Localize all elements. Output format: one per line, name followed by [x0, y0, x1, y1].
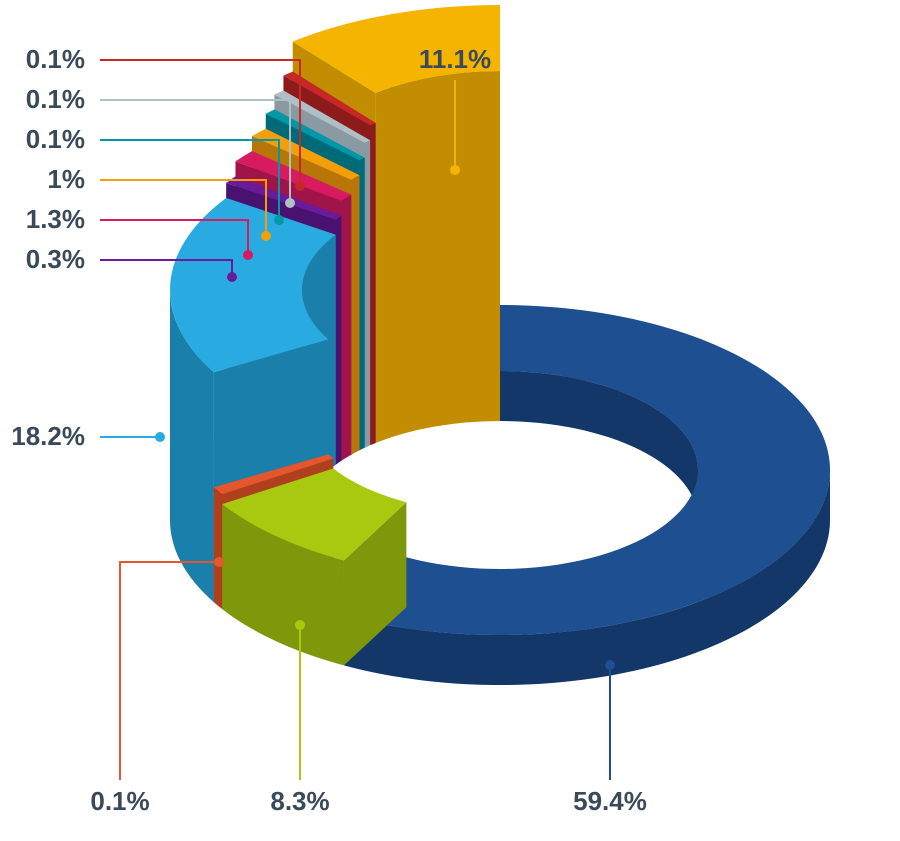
leader-dot	[285, 198, 295, 208]
donut-3d-chart: 59.4% 8.3% 0.1% 18.2% 0.3% 1.3% 1% 0.1% 0.1% 0.1%…	[0, 0, 900, 836]
slice-label: 11.1%	[419, 44, 491, 74]
slice-inner-wall	[376, 71, 500, 443]
slice-label: 0.1%	[90, 786, 149, 816]
slice-label: 0.1%	[26, 44, 85, 74]
leader-dot	[214, 557, 224, 567]
slice-outer-wall	[214, 487, 222, 609]
slice-label: 8.3%	[270, 786, 329, 816]
leader-dot	[295, 181, 305, 191]
leader-dot	[274, 215, 284, 225]
leader-dot	[243, 250, 253, 260]
leader-dot	[261, 231, 271, 241]
leader-dot	[227, 272, 237, 282]
leader-dot	[295, 620, 305, 630]
slice-label: 18.2%	[11, 421, 85, 451]
slice-label: 1.3%	[26, 204, 85, 234]
slice-label: 1%	[47, 164, 85, 194]
leader-dot	[450, 165, 460, 175]
slice-label: 0.3%	[26, 244, 85, 274]
donut-slices	[170, 5, 830, 685]
slice-label: 0.1%	[26, 84, 85, 114]
leader-line	[120, 562, 219, 780]
leader-dot	[605, 660, 615, 670]
slice-label: 0.1%	[26, 124, 85, 154]
slice-label: 59.4%	[573, 786, 647, 816]
leader-dot	[155, 432, 165, 442]
